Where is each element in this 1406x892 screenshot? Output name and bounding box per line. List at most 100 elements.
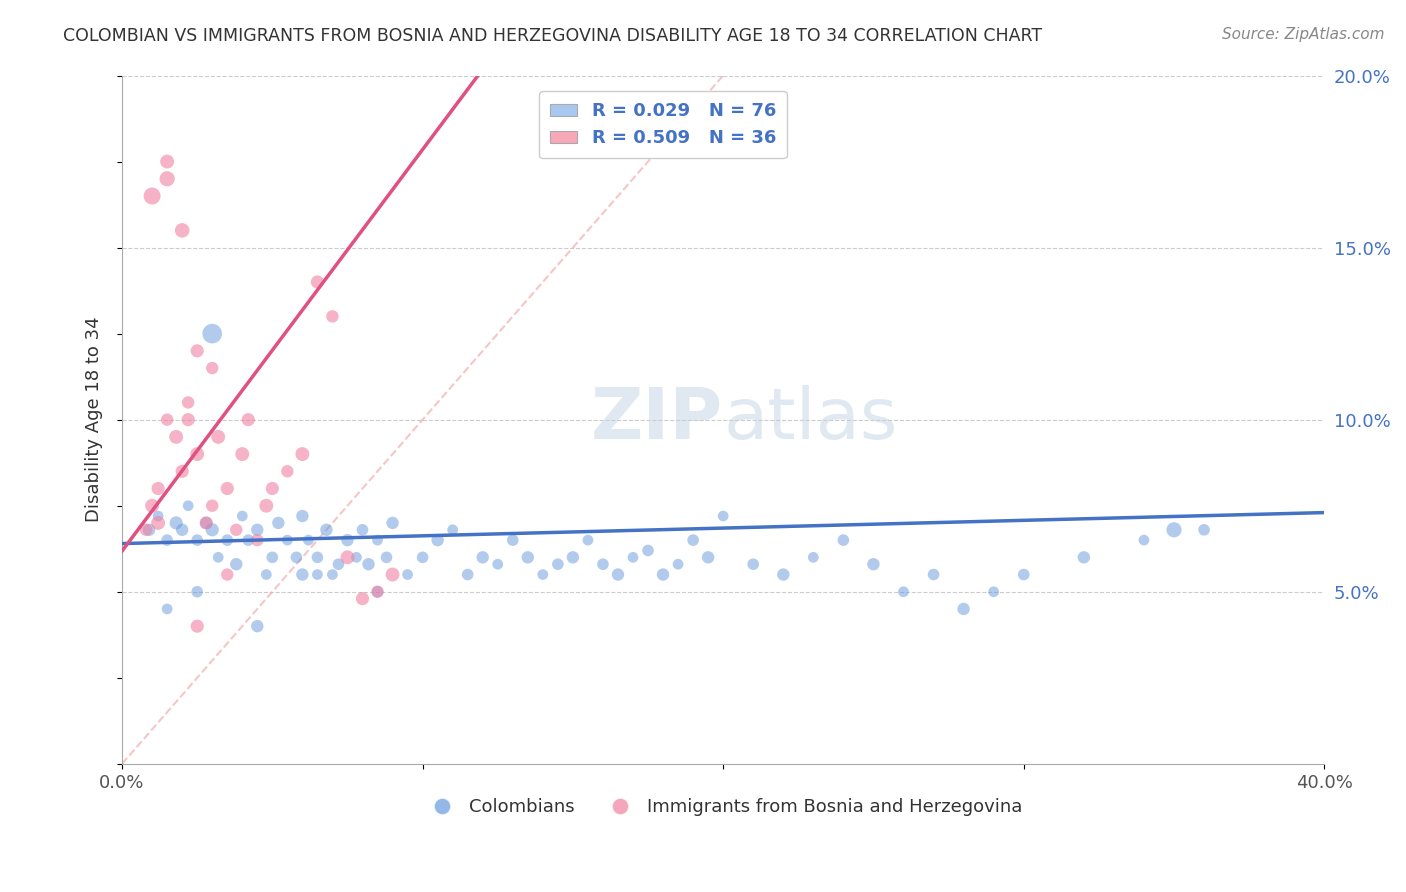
Point bbox=[307, 550, 329, 565]
Point bbox=[1012, 567, 1035, 582]
Point bbox=[832, 533, 855, 548]
Point bbox=[426, 533, 449, 548]
Point bbox=[238, 533, 260, 548]
Point bbox=[186, 447, 208, 461]
Point bbox=[207, 550, 229, 565]
Point bbox=[576, 533, 599, 548]
Point bbox=[186, 619, 208, 633]
Point bbox=[321, 567, 343, 582]
Point bbox=[146, 516, 169, 530]
Point bbox=[262, 550, 284, 565]
Point bbox=[471, 550, 494, 565]
Y-axis label: Disability Age 18 to 34: Disability Age 18 to 34 bbox=[86, 317, 103, 523]
Point bbox=[592, 558, 614, 572]
Point bbox=[172, 523, 194, 537]
Point bbox=[146, 482, 169, 496]
Point bbox=[186, 343, 208, 358]
Point bbox=[621, 550, 644, 565]
Point bbox=[1133, 533, 1156, 548]
Point bbox=[156, 154, 179, 169]
Point bbox=[396, 567, 419, 582]
Text: Source: ZipAtlas.com: Source: ZipAtlas.com bbox=[1222, 27, 1385, 42]
Point bbox=[607, 567, 630, 582]
Point bbox=[172, 223, 194, 237]
Point bbox=[297, 533, 319, 548]
Point bbox=[375, 550, 398, 565]
Point bbox=[441, 523, 464, 537]
Point bbox=[486, 558, 509, 572]
Point bbox=[246, 619, 269, 633]
Point bbox=[246, 523, 269, 537]
Point bbox=[135, 523, 157, 537]
Point bbox=[177, 412, 200, 426]
Point bbox=[276, 464, 298, 478]
Point bbox=[231, 509, 253, 524]
Point bbox=[561, 550, 583, 565]
Point bbox=[231, 447, 253, 461]
Text: atlas: atlas bbox=[723, 385, 897, 454]
Point bbox=[352, 523, 374, 537]
Point bbox=[146, 509, 169, 524]
Point bbox=[138, 523, 160, 537]
Point bbox=[285, 550, 308, 565]
Point bbox=[201, 523, 224, 537]
Point bbox=[276, 533, 298, 548]
Point bbox=[862, 558, 884, 572]
Point bbox=[801, 550, 824, 565]
Point bbox=[217, 482, 239, 496]
Point bbox=[177, 499, 200, 513]
Point bbox=[1192, 523, 1215, 537]
Point bbox=[922, 567, 945, 582]
Point bbox=[207, 430, 229, 444]
Point bbox=[156, 602, 179, 616]
Point bbox=[321, 310, 343, 324]
Point bbox=[177, 395, 200, 409]
Point bbox=[195, 516, 218, 530]
Point bbox=[291, 509, 314, 524]
Point bbox=[367, 533, 389, 548]
Point bbox=[336, 533, 359, 548]
Point bbox=[381, 567, 404, 582]
Point bbox=[186, 533, 208, 548]
Point bbox=[983, 584, 1005, 599]
Point bbox=[952, 602, 974, 616]
Point bbox=[141, 499, 163, 513]
Point bbox=[367, 584, 389, 599]
Point bbox=[412, 550, 434, 565]
Point bbox=[502, 533, 524, 548]
Point bbox=[201, 499, 224, 513]
Point bbox=[346, 550, 368, 565]
Point bbox=[291, 447, 314, 461]
Text: COLOMBIAN VS IMMIGRANTS FROM BOSNIA AND HERZEGOVINA DISABILITY AGE 18 TO 34 CORR: COLOMBIAN VS IMMIGRANTS FROM BOSNIA AND … bbox=[63, 27, 1042, 45]
Point bbox=[262, 482, 284, 496]
Point bbox=[165, 516, 187, 530]
Point bbox=[666, 558, 689, 572]
Point bbox=[307, 567, 329, 582]
Point bbox=[217, 567, 239, 582]
Point bbox=[547, 558, 569, 572]
Point bbox=[516, 550, 538, 565]
Point bbox=[711, 509, 734, 524]
Point bbox=[225, 523, 247, 537]
Point bbox=[156, 412, 179, 426]
Point bbox=[328, 558, 350, 572]
Point bbox=[195, 516, 218, 530]
Point bbox=[172, 464, 194, 478]
Point bbox=[742, 558, 765, 572]
Point bbox=[254, 499, 277, 513]
Point bbox=[225, 558, 247, 572]
Point bbox=[254, 567, 277, 582]
Point bbox=[307, 275, 329, 289]
Point bbox=[457, 567, 479, 582]
Point bbox=[531, 567, 554, 582]
Point bbox=[186, 584, 208, 599]
Point bbox=[336, 550, 359, 565]
Point bbox=[201, 326, 224, 341]
Point bbox=[156, 533, 179, 548]
Point bbox=[156, 171, 179, 186]
Point bbox=[246, 533, 269, 548]
Point bbox=[682, 533, 704, 548]
Point bbox=[267, 516, 290, 530]
Point bbox=[315, 523, 337, 537]
Point bbox=[291, 567, 314, 582]
